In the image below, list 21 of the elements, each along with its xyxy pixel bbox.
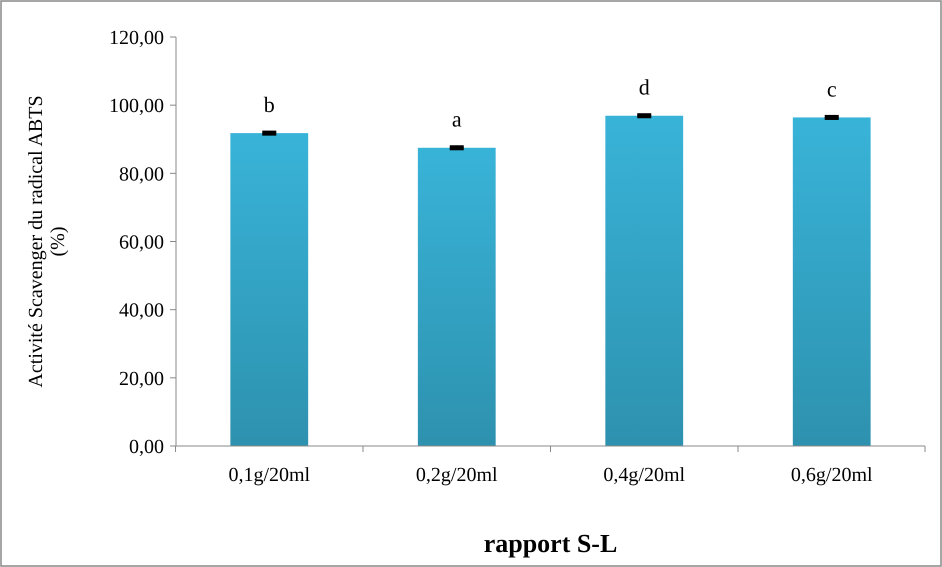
x-tick-label: 0,2g/20ml xyxy=(416,464,498,486)
y-tick-label: 100,00 xyxy=(109,95,164,118)
y-tick-label: 60,00 xyxy=(119,232,164,254)
annotation: c xyxy=(826,76,837,102)
y-tick-label: 80,00 xyxy=(119,163,164,186)
annotation: b xyxy=(264,92,275,118)
y-tick-label: 120,00 xyxy=(109,27,164,49)
bar xyxy=(605,116,684,446)
x-tick-label: 0,6g/20ml xyxy=(790,464,874,486)
y-tick-label: 40,00 xyxy=(119,300,164,322)
bar xyxy=(792,117,871,446)
y-tick-label: 20,00 xyxy=(119,368,164,390)
bar xyxy=(418,148,496,446)
y-tick-label: 0,00 xyxy=(129,436,164,458)
x-tick-label: 0,1g/20ml xyxy=(228,464,311,486)
bar xyxy=(230,133,308,446)
annotation: d xyxy=(638,74,650,100)
y-axis-title: Activité Scavenger du radical ABTS (%) xyxy=(25,95,69,388)
annotation: a xyxy=(452,106,462,132)
x-tick-label: 0,4g/20ml xyxy=(603,464,686,486)
x-axis-title: rapport S-L xyxy=(484,529,618,558)
